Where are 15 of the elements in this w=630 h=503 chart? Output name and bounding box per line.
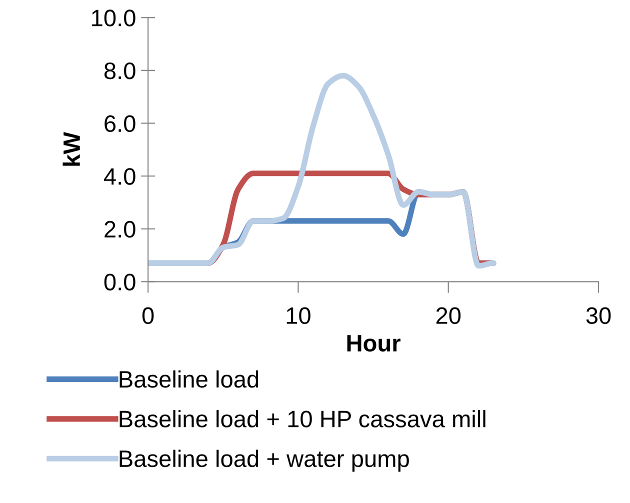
y-tick-label: 10.0 (92, 10, 136, 26)
y-tick-label: 4.0 (104, 168, 136, 185)
legend-label: Baseline load + 10 HP cassava mill (120, 410, 486, 428)
y-tick-label: 6.0 (104, 115, 136, 132)
legend-label: Baseline load (120, 370, 258, 388)
y-tick-label: 8.0 (104, 62, 136, 80)
x-axis-title: Hour (347, 335, 400, 352)
x-tick-label: 20 (436, 307, 461, 324)
y-tick-label: 0.0 (104, 274, 136, 290)
x-tick-label: 0 (142, 307, 154, 324)
y-axis-title: kW (62, 132, 80, 166)
legend-label: Baseline load + water pump (120, 450, 409, 472)
y-tick-label: 2.0 (104, 220, 136, 238)
x-tick-label: 10 (286, 307, 310, 324)
x-tick-label: 30 (586, 307, 611, 324)
